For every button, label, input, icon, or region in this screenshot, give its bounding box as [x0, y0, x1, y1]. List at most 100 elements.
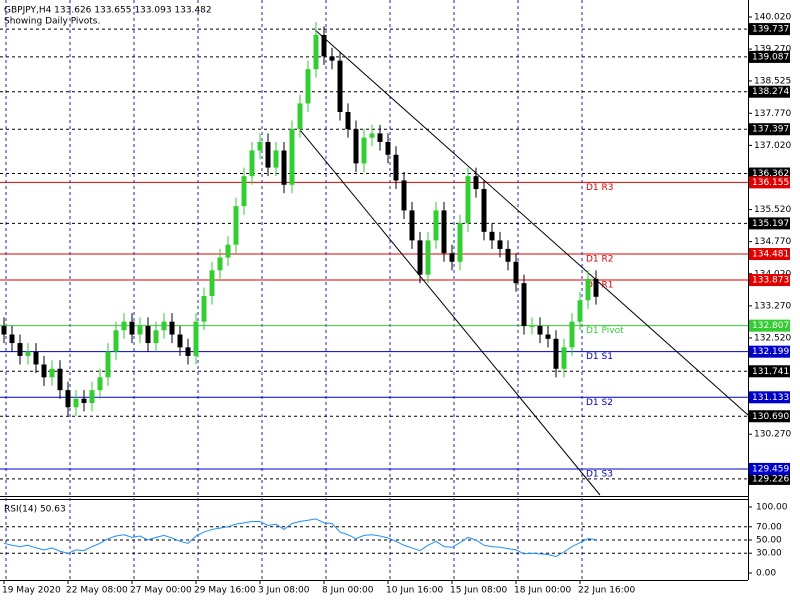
y-tick-label: 138.525 — [754, 76, 791, 86]
candle-body — [161, 321, 167, 331]
x-tick-label: 3 Jun 08:00 — [258, 586, 310, 596]
y-tick-label: 0.00 — [756, 569, 776, 579]
price-tag — [749, 319, 790, 332]
y-tick-label: 50.00 — [756, 536, 782, 546]
candle-body — [41, 364, 47, 378]
price-tag-label: 129.226 — [752, 474, 789, 484]
pivot-label: D1 S2 — [586, 398, 613, 408]
candle-body — [337, 60, 343, 112]
candle-body — [417, 240, 423, 275]
candle-body — [97, 377, 103, 391]
price-tag — [749, 365, 790, 378]
candle-body — [393, 154, 399, 181]
price-tag — [749, 472, 790, 485]
price-tag-label: 131.133 — [752, 393, 789, 403]
candle-body — [193, 321, 199, 356]
candle-body — [329, 56, 335, 61]
candle-body — [73, 398, 79, 408]
y-tick-label: 137.020 — [754, 141, 791, 151]
chart-title: GBPJPY,H4 133.626 133.655 133.093 133.48… — [4, 6, 212, 16]
candle-body — [545, 334, 551, 339]
candle-body — [385, 141, 391, 155]
candle-body — [145, 325, 151, 344]
candle-body — [441, 210, 447, 254]
candle-body — [505, 248, 511, 262]
candle-body — [569, 321, 575, 348]
candle-body — [377, 133, 383, 142]
price-tag-label: 133.873 — [752, 276, 789, 286]
candle-body — [481, 189, 487, 232]
x-tick-label: 8 Jun 00:00 — [322, 586, 374, 596]
candle-body — [241, 176, 247, 207]
price-tag — [749, 345, 790, 358]
candle-body — [265, 141, 271, 168]
candle-body — [201, 296, 207, 322]
candle-body — [457, 223, 463, 262]
candle-body — [209, 270, 215, 297]
price-tag-label: 130.690 — [752, 412, 789, 422]
candle-body — [137, 325, 143, 335]
pivot-label: D1 R2 — [586, 255, 614, 265]
candle-body — [297, 103, 303, 130]
candle-body — [425, 240, 431, 275]
pivot-label: D1 S3 — [586, 469, 613, 479]
price-tag-label: 139.087 — [752, 52, 789, 62]
x-tick-label: 15 Jun 08:00 — [450, 586, 507, 596]
candle-body — [33, 351, 39, 365]
candle-body — [177, 334, 183, 348]
y-tick-label: 30.00 — [756, 549, 782, 559]
candle-body — [65, 390, 71, 408]
pivot-label: D1 Pivot — [586, 326, 624, 336]
candle-body — [593, 278, 599, 297]
candle-body — [489, 231, 495, 241]
candle-body — [537, 325, 543, 335]
y-tick-label: 135.520 — [754, 205, 791, 215]
price-tag-label: 136.155 — [752, 178, 789, 188]
y-tick-label: 133.270 — [754, 301, 791, 311]
x-tick-label: 27 May 00:00 — [130, 586, 192, 596]
candle-body — [217, 257, 223, 271]
y-tick-label: 130.270 — [754, 430, 791, 440]
candle-body — [273, 150, 279, 168]
candle-body — [121, 321, 127, 331]
candle-body — [529, 325, 535, 327]
price-tag-label: 139.737 — [752, 25, 789, 35]
candle-body — [9, 334, 15, 344]
candle-body — [433, 210, 439, 241]
x-tick-label: 18 Jun 00:00 — [514, 586, 571, 596]
candle-body — [305, 69, 311, 104]
price-tag — [749, 123, 790, 136]
y-tick-label: 100.00 — [756, 502, 788, 512]
candle-body — [153, 330, 159, 344]
price-tag — [749, 274, 790, 287]
candle-body — [113, 330, 119, 352]
candle-body — [233, 206, 239, 245]
price-tag-label: 129.459 — [752, 464, 789, 474]
candle-body — [313, 34, 319, 70]
y-tick-label: 132.520 — [754, 333, 791, 343]
candle-body — [185, 347, 191, 356]
candle-body — [25, 351, 31, 356]
price-tag-label: 132.807 — [752, 321, 789, 331]
candle-body — [225, 244, 231, 258]
candle-body — [49, 368, 55, 378]
candle-body — [473, 176, 479, 190]
price-tag-label: 131.741 — [752, 367, 789, 377]
candle-body — [1, 325, 7, 335]
candle-body — [513, 261, 519, 284]
candle-body — [321, 34, 327, 57]
candle-body — [353, 129, 359, 164]
pivot-label: D1 R3 — [586, 183, 614, 193]
trendline — [299, 129, 601, 496]
x-tick-label: 22 May 08:00 — [66, 586, 128, 596]
price-tag — [749, 391, 790, 404]
rsi-title: RSI(14) 50.63 — [4, 505, 66, 515]
price-tag — [749, 23, 790, 36]
rsi-line — [3, 518, 597, 558]
price-tag-label: 136.362 — [752, 169, 789, 179]
candle-body — [577, 300, 583, 322]
pivot-label: D1 S1 — [586, 352, 613, 362]
candle-body — [521, 283, 527, 326]
